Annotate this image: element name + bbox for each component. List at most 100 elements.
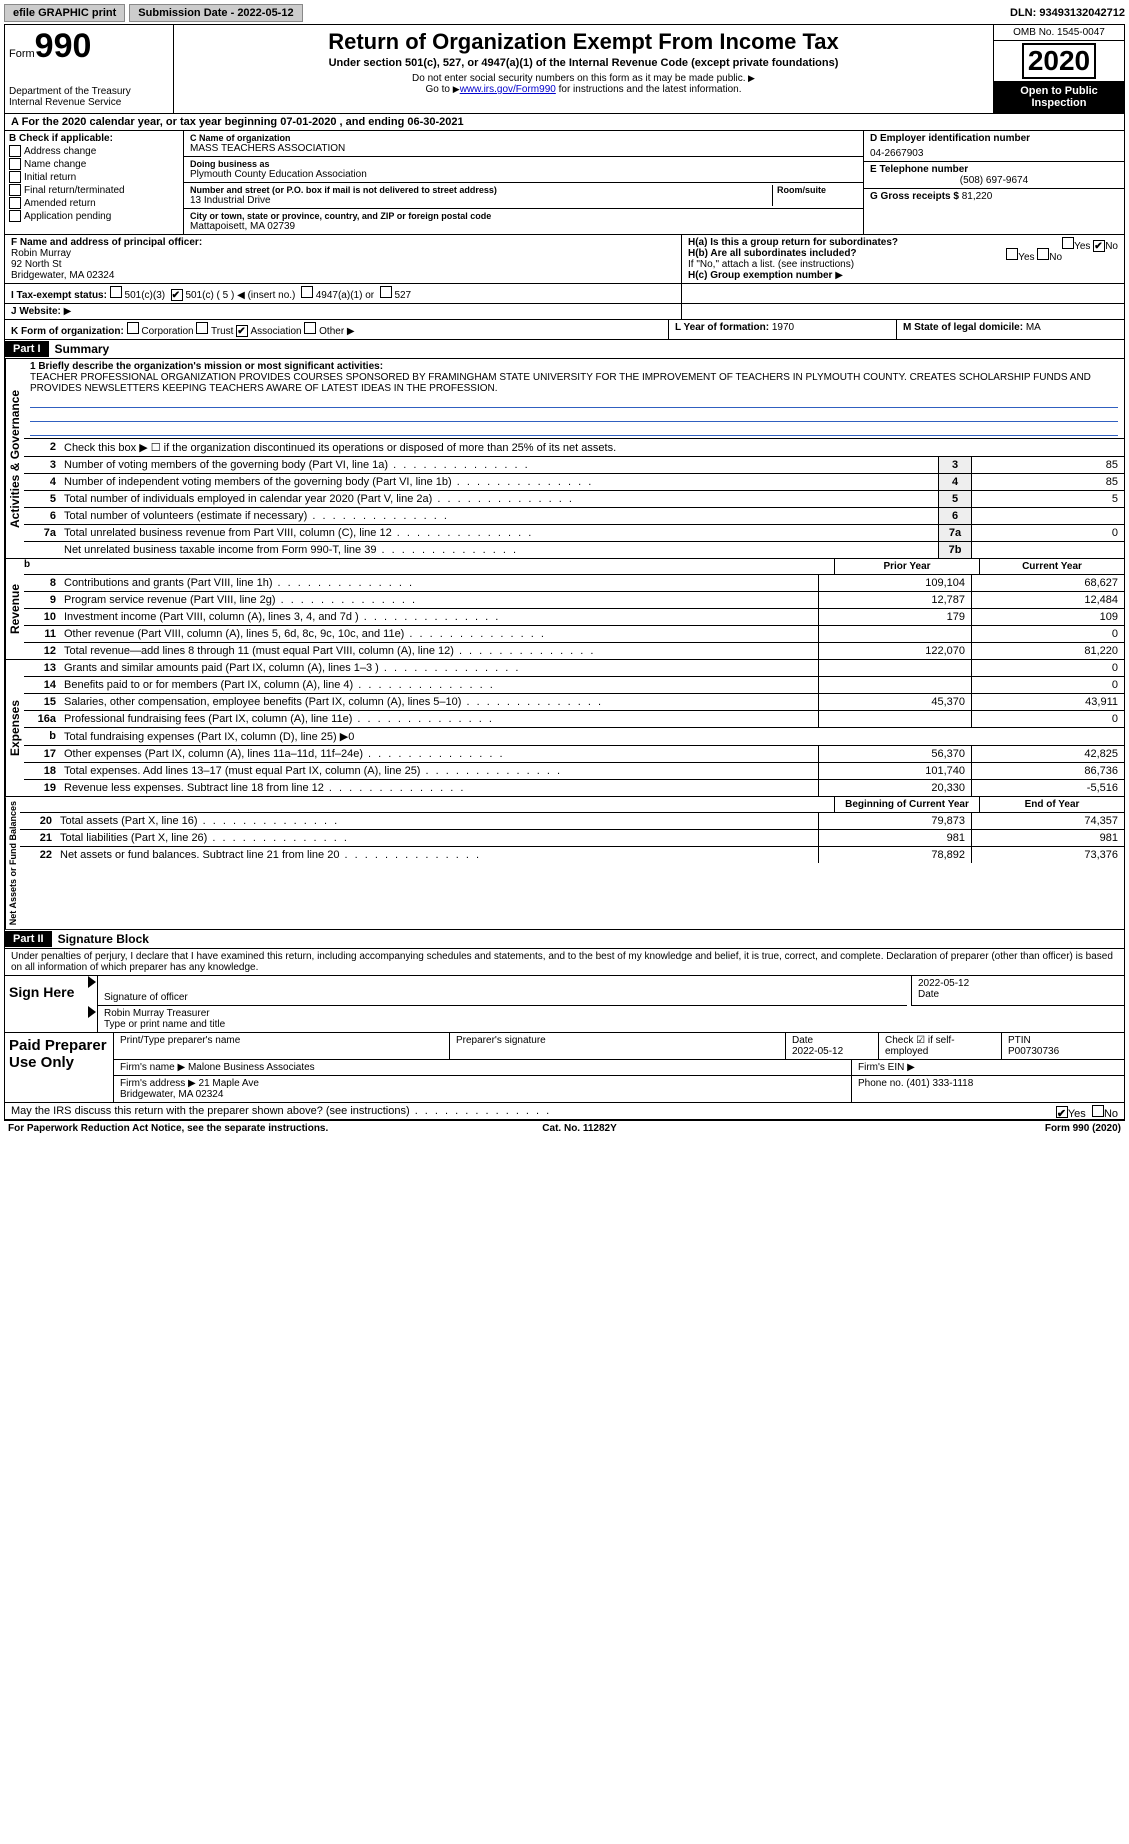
officer-addr1: 92 North St bbox=[11, 259, 62, 270]
city-lbl: City or town, state or province, country… bbox=[190, 211, 857, 221]
ssn-note: Do not enter social security numbers on … bbox=[176, 73, 991, 84]
submission-date-button[interactable]: Submission Date - 2022-05-12 bbox=[129, 4, 302, 22]
ha-no-cb[interactable] bbox=[1093, 240, 1105, 252]
form-title: Return of Organization Exempt From Incom… bbox=[176, 29, 991, 55]
gross-lbl: G Gross receipts $ bbox=[870, 191, 959, 202]
cb-initial-return[interactable] bbox=[9, 171, 21, 183]
table-row: 13Grants and similar amounts paid (Part … bbox=[24, 660, 1124, 677]
hc-lbl: H(c) Group exemption number bbox=[688, 270, 832, 281]
fh-row: F Name and address of principal officer:… bbox=[5, 235, 1124, 284]
cb-final-return[interactable] bbox=[9, 184, 21, 196]
tab-netassets: Net Assets or Fund Balances bbox=[5, 797, 20, 929]
efile-button[interactable]: efile GRAPHIC print bbox=[4, 4, 125, 22]
i-501c3-cb[interactable] bbox=[110, 286, 122, 298]
cb-final-return-lbl: Final return/terminated bbox=[24, 185, 125, 196]
k-other-cb[interactable] bbox=[304, 322, 316, 334]
cb-amended-lbl: Amended return bbox=[24, 198, 96, 209]
instructions-link[interactable]: www.irs.gov/Form990 bbox=[460, 84, 556, 95]
k-assoc-cb[interactable] bbox=[236, 325, 248, 337]
section-netassets: Net Assets or Fund Balances Beginning of… bbox=[5, 797, 1124, 930]
sig-date-lbl: Date bbox=[918, 989, 1118, 1000]
part2-badge: Part II bbox=[5, 931, 52, 947]
box-m-lbl: M State of legal domicile: bbox=[903, 322, 1023, 333]
i-501c3: 501(c)(3) bbox=[125, 290, 166, 301]
hdr-prior: Prior Year bbox=[834, 559, 979, 574]
paid-label: Paid Preparer Use Only bbox=[5, 1033, 113, 1102]
table-row: 12Total revenue—add lines 8 through 11 (… bbox=[24, 643, 1124, 659]
k-trust: Trust bbox=[211, 326, 233, 337]
i-4947-cb[interactable] bbox=[301, 286, 313, 298]
org-name: MASS TEACHERS ASSOCIATION bbox=[190, 143, 857, 154]
table-row: 15Salaries, other compensation, employee… bbox=[24, 694, 1124, 711]
ha-no: No bbox=[1105, 241, 1118, 252]
declaration-text: Under penalties of perjury, I declare th… bbox=[5, 949, 1124, 976]
footer-left: For Paperwork Reduction Act Notice, see … bbox=[8, 1123, 328, 1134]
table-row: 4Number of independent voting members of… bbox=[24, 474, 1124, 491]
form-header: Form990 Department of the Treasury Inter… bbox=[5, 25, 1124, 114]
top-toolbar: efile GRAPHIC print Submission Date - 20… bbox=[4, 4, 1125, 22]
box-l: L Year of formation: 1970 bbox=[669, 320, 897, 339]
addr-val: 13 Industrial Drive bbox=[190, 195, 772, 206]
table-row: 5Total number of individuals employed in… bbox=[24, 491, 1124, 508]
table-row: 3Number of voting members of the governi… bbox=[24, 457, 1124, 474]
cb-amended[interactable] bbox=[9, 197, 21, 209]
k-corp-cb[interactable] bbox=[127, 322, 139, 334]
table-row: 21Total liabilities (Part X, line 26)981… bbox=[20, 830, 1124, 847]
discuss-yes-cb[interactable] bbox=[1056, 1106, 1068, 1118]
sig-name-val: Robin Murray Treasurer bbox=[104, 1008, 1118, 1019]
box-b: B Check if applicable: Address change Na… bbox=[5, 131, 184, 234]
j-spacer bbox=[682, 304, 1124, 319]
signature-block: Under penalties of perjury, I declare th… bbox=[5, 949, 1124, 1033]
cb-application[interactable] bbox=[9, 210, 21, 222]
box-c: C Name of organization MASS TEACHERS ASS… bbox=[184, 131, 863, 234]
gross-val: 81,220 bbox=[962, 191, 993, 202]
discuss-no-cb[interactable] bbox=[1092, 1105, 1104, 1117]
table-row: 9Program service revenue (Part VIII, lin… bbox=[24, 592, 1124, 609]
l1-txt: TEACHER PROFESSIONAL ORGANIZATION PROVID… bbox=[30, 372, 1091, 394]
hb-yes-cb[interactable] bbox=[1006, 248, 1018, 260]
sig-officer-lbl: Signature of officer bbox=[104, 992, 901, 1003]
klm-row: K Form of organization: Corporation Trus… bbox=[5, 320, 1124, 340]
box-k: K Form of organization: Corporation Trus… bbox=[5, 320, 669, 339]
p-ptin-val: P00730736 bbox=[1008, 1046, 1059, 1057]
ha-lbl: H(a) Is this a group return for subordin… bbox=[688, 237, 898, 248]
city-val: Mattapoisett, MA 02739 bbox=[190, 221, 857, 232]
k-trust-cb[interactable] bbox=[196, 322, 208, 334]
p-sig-lbl: Preparer's signature bbox=[456, 1035, 546, 1046]
dept-label: Department of the Treasury Internal Reve… bbox=[9, 86, 169, 108]
p-date-val: 2022-05-12 bbox=[792, 1046, 843, 1057]
box-i-lbl: I Tax-exempt status: bbox=[11, 290, 107, 301]
hb-no-cb[interactable] bbox=[1037, 248, 1049, 260]
firm-phone-lbl: Phone no. bbox=[858, 1078, 904, 1089]
cb-name-change[interactable] bbox=[9, 158, 21, 170]
hdr-curr: Current Year bbox=[979, 559, 1124, 574]
box-k-lbl: K Form of organization: bbox=[11, 326, 124, 337]
goto-note: Go to www.irs.gov/Form990 for instructio… bbox=[176, 84, 991, 95]
table-row: 22Net assets or fund balances. Subtract … bbox=[20, 847, 1124, 863]
ha-yes-cb[interactable] bbox=[1062, 237, 1074, 249]
ein-val: 04-2667903 bbox=[870, 148, 1118, 159]
l2-txt: Check this box ▶ ☐ if the organization d… bbox=[60, 439, 1124, 456]
i-501c-cb[interactable] bbox=[171, 289, 183, 301]
cb-application-lbl: Application pending bbox=[24, 211, 111, 222]
box-i: I Tax-exempt status: 501(c)(3) 501(c) ( … bbox=[5, 284, 682, 303]
form-container: Form990 Department of the Treasury Inter… bbox=[4, 24, 1125, 1121]
hb-no: No bbox=[1049, 252, 1062, 263]
table-row: bTotal fundraising expenses (Part IX, co… bbox=[24, 728, 1124, 746]
cb-address-change[interactable] bbox=[9, 145, 21, 157]
room-lbl: Room/suite bbox=[777, 185, 857, 195]
p-ptin-lbl: PTIN bbox=[1008, 1035, 1031, 1046]
officer-name: Robin Murray bbox=[11, 248, 71, 259]
form-number: Form990 bbox=[9, 27, 169, 66]
part1-title: Summary bbox=[49, 340, 116, 358]
table-row: 17Other expenses (Part IX, column (A), l… bbox=[24, 746, 1124, 763]
sig-date: 2022-05-12 bbox=[918, 978, 1118, 989]
firm-addr-lbl: Firm's address ▶ bbox=[120, 1078, 196, 1089]
i-insert: (insert no.) bbox=[248, 290, 296, 301]
info-row: B Check if applicable: Address change Na… bbox=[5, 131, 1124, 235]
i-4947: 4947(a)(1) or bbox=[316, 290, 374, 301]
sig-name-lbl: Type or print name and title bbox=[104, 1019, 1118, 1030]
cb-initial-return-lbl: Initial return bbox=[24, 172, 76, 183]
i-527-cb[interactable] bbox=[380, 286, 392, 298]
tax-year: 2020 bbox=[1022, 43, 1096, 79]
